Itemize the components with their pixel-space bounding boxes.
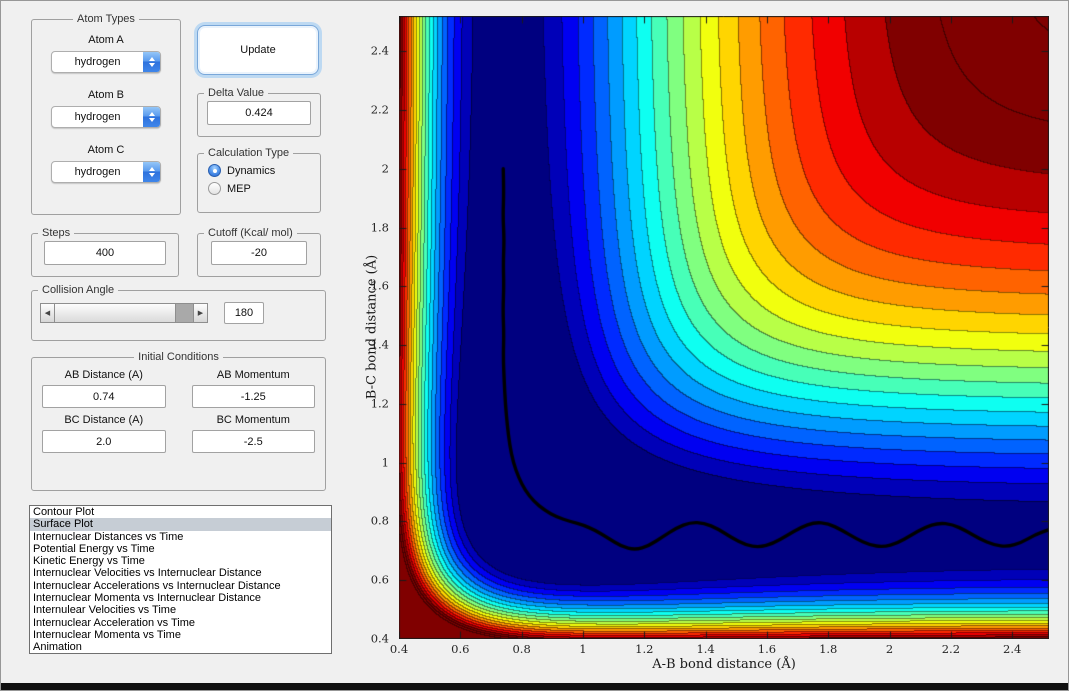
plot-list-item[interactable]: Potential Energy vs Time bbox=[30, 543, 331, 555]
plot-area: 0.40.60.811.21.41.61.822.22.4 0.40.60.81… bbox=[399, 16, 1049, 639]
atom-types-title: Atom Types bbox=[73, 13, 139, 25]
collision-angle-panel: Collision Angle ◀ ▶ bbox=[31, 284, 326, 341]
ab-momentum-cell: AB Momentum bbox=[192, 363, 316, 408]
collision-angle-input[interactable] bbox=[224, 302, 264, 324]
x-tick-label: 0.8 bbox=[512, 642, 530, 656]
popup-updown-icon bbox=[143, 107, 160, 127]
ab-momentum-input[interactable] bbox=[192, 385, 316, 408]
initial-conditions-grid: AB Distance (A) AB Momentum BC Distance … bbox=[32, 363, 325, 453]
y-axis-label: B-C bond distance (Å) bbox=[365, 255, 380, 399]
slider-right-arrow-icon[interactable]: ▶ bbox=[193, 303, 208, 323]
initial-conditions-title: Initial Conditions bbox=[134, 351, 223, 363]
plot-list-item[interactable]: Internuclear Distances vs Time bbox=[30, 531, 331, 543]
steps-panel: Steps bbox=[31, 227, 179, 277]
x-tick-label: 1 bbox=[579, 642, 586, 656]
atom-a-value: hydrogen bbox=[52, 52, 143, 72]
atom-a-label: Atom A bbox=[32, 34, 180, 46]
x-tick-label: 2.4 bbox=[1003, 642, 1021, 656]
atom-c-group: Atom C hydrogen bbox=[32, 144, 180, 183]
atom-b-value: hydrogen bbox=[52, 107, 143, 127]
y-tick-label: 2.4 bbox=[371, 44, 389, 58]
atom-c-select[interactable]: hydrogen bbox=[51, 161, 161, 183]
collision-angle-title: Collision Angle bbox=[38, 284, 118, 296]
atom-a-group: Atom A hydrogen bbox=[32, 34, 180, 73]
plot-list-item[interactable]: Internuclear Velocities vs Internuclear … bbox=[30, 567, 331, 579]
bc-momentum-cell: BC Momentum bbox=[192, 408, 316, 453]
y-tick-label: 1.8 bbox=[371, 220, 389, 234]
plot-list-item[interactable]: Internuclear Momenta vs Internuclear Dis… bbox=[30, 592, 331, 604]
y-tick-label: 0.6 bbox=[371, 573, 389, 587]
y-tick-label: 2 bbox=[382, 162, 389, 176]
x-tick-label: 1.4 bbox=[696, 642, 714, 656]
collision-angle-slider[interactable]: ◀ ▶ bbox=[40, 303, 208, 323]
calculation-type-panel: Calculation Type Dynamics MEP bbox=[197, 147, 321, 213]
atom-b-select[interactable]: hydrogen bbox=[51, 106, 161, 128]
plot-list-item[interactable]: Internuclear Momenta vs Time bbox=[30, 629, 331, 641]
x-tick-label: 1.8 bbox=[819, 642, 837, 656]
atom-b-group: Atom B hydrogen bbox=[32, 89, 180, 128]
plot-list-item[interactable]: Kinetic Energy vs Time bbox=[30, 555, 331, 567]
x-tick-label: 2.2 bbox=[942, 642, 960, 656]
steps-title: Steps bbox=[38, 227, 74, 239]
x-tick-label: 1.6 bbox=[758, 642, 776, 656]
cutoff-input[interactable] bbox=[211, 241, 307, 265]
plot-list-item[interactable]: Animation bbox=[30, 641, 331, 653]
radio-option-mep[interactable]: MEP bbox=[208, 182, 320, 195]
x-tick-label: 1.2 bbox=[635, 642, 653, 656]
x-axis-label: A-B bond distance (Å) bbox=[399, 657, 1049, 672]
ab-momentum-label: AB Momentum bbox=[192, 369, 316, 381]
steps-input[interactable] bbox=[44, 241, 166, 265]
x-tick-label: 0.4 bbox=[390, 642, 408, 656]
calculation-type-title: Calculation Type bbox=[204, 147, 293, 159]
bc-momentum-input[interactable] bbox=[192, 430, 316, 453]
slider-left-arrow-icon[interactable]: ◀ bbox=[40, 303, 55, 323]
delta-value-title: Delta Value bbox=[204, 87, 268, 99]
ab-distance-label: AB Distance (A) bbox=[42, 369, 166, 381]
y-tick-label: 1 bbox=[382, 455, 389, 469]
y-tick-label: 2.2 bbox=[371, 103, 389, 117]
bc-distance-input[interactable] bbox=[42, 430, 166, 453]
slider-thumb[interactable] bbox=[55, 304, 176, 322]
reaction-dynamics-window: Atom Types Atom A hydrogen Atom B hydrog… bbox=[0, 0, 1069, 691]
collision-angle-row: ◀ ▶ bbox=[32, 296, 325, 324]
popup-updown-icon bbox=[143, 162, 160, 182]
delta-value-panel: Delta Value bbox=[197, 87, 321, 137]
y-tick-label: 0.4 bbox=[371, 632, 389, 646]
atom-b-label: Atom B bbox=[32, 89, 180, 101]
y-tick-label: 0.8 bbox=[371, 514, 389, 528]
atom-c-label: Atom C bbox=[32, 144, 180, 156]
radio-dynamics-icon bbox=[208, 164, 221, 177]
atom-c-value: hydrogen bbox=[52, 162, 143, 182]
ab-distance-input[interactable] bbox=[42, 385, 166, 408]
bc-distance-label: BC Distance (A) bbox=[42, 414, 166, 426]
contour-plot-canvas bbox=[399, 16, 1049, 639]
plot-type-listbox[interactable]: Contour PlotSurface PlotInternuclear Dis… bbox=[29, 505, 332, 654]
slider-track[interactable] bbox=[55, 303, 193, 323]
plot-list-item[interactable]: Contour Plot bbox=[30, 506, 331, 518]
x-tick-label: 0.6 bbox=[451, 642, 469, 656]
radio-option-dynamics[interactable]: Dynamics bbox=[208, 164, 320, 177]
atom-a-select[interactable]: hydrogen bbox=[51, 51, 161, 73]
radio-mep-icon bbox=[208, 182, 221, 195]
x-tick-label: 2 bbox=[886, 642, 893, 656]
atom-types-panel: Atom Types Atom A hydrogen Atom B hydrog… bbox=[31, 13, 181, 215]
delta-value-input[interactable] bbox=[207, 101, 311, 125]
radio-dynamics-label: Dynamics bbox=[227, 165, 275, 177]
ab-distance-cell: AB Distance (A) bbox=[42, 363, 166, 408]
plot-list-item[interactable]: Internuclear Accelerations vs Internucle… bbox=[30, 580, 331, 592]
x-axis-ticks: 0.40.60.811.21.41.61.822.22.4 bbox=[399, 639, 1049, 657]
window-bottom-edge bbox=[1, 683, 1068, 690]
cutoff-title: Cutoff (Kcal/ mol) bbox=[204, 227, 297, 239]
popup-updown-icon bbox=[143, 52, 160, 72]
plot-list-item[interactable]: Internuclear Acceleration vs Time bbox=[30, 617, 331, 629]
cutoff-panel: Cutoff (Kcal/ mol) bbox=[197, 227, 321, 277]
plot-list-item[interactable]: Internulear Velocities vs Time bbox=[30, 604, 331, 616]
radio-mep-label: MEP bbox=[227, 183, 251, 195]
plot-list-item[interactable]: Surface Plot bbox=[30, 518, 331, 530]
initial-conditions-panel: Initial Conditions AB Distance (A) AB Mo… bbox=[31, 351, 326, 491]
bc-distance-cell: BC Distance (A) bbox=[42, 408, 166, 453]
bc-momentum-label: BC Momentum bbox=[192, 414, 316, 426]
update-button[interactable]: Update bbox=[197, 25, 319, 75]
